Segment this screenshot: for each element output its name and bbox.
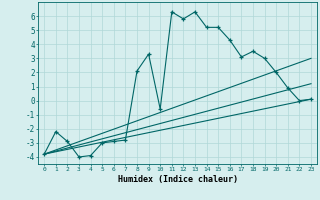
X-axis label: Humidex (Indice chaleur): Humidex (Indice chaleur) <box>118 175 238 184</box>
